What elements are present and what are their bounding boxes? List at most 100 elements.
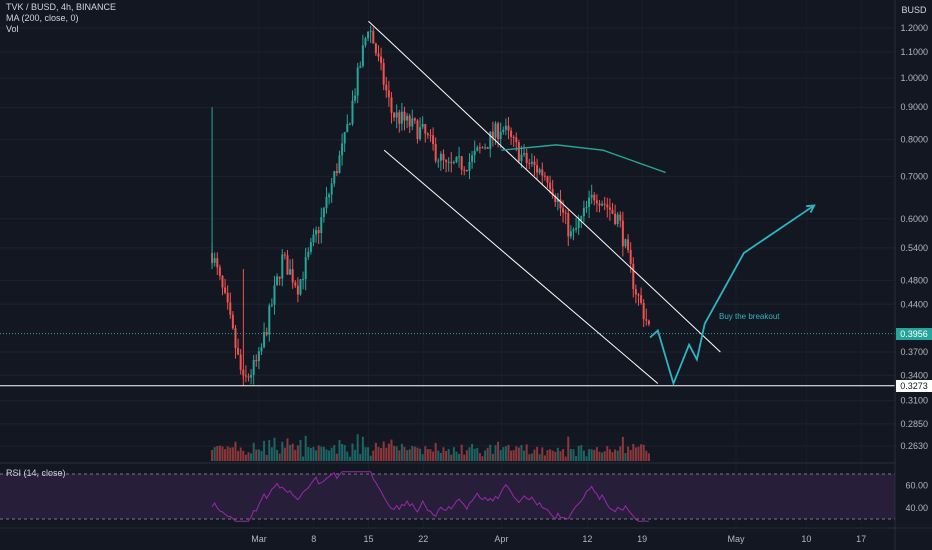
volume-bar bbox=[629, 449, 632, 461]
overlays bbox=[0, 20, 895, 387]
volume-bar bbox=[374, 442, 377, 461]
candle-body bbox=[546, 176, 549, 183]
volume-bar bbox=[276, 449, 279, 461]
support-price-tag: 0.3273 bbox=[896, 380, 932, 392]
volume-bar bbox=[463, 454, 466, 461]
volume-bar bbox=[627, 446, 630, 461]
y-tick-label: 0.3700 bbox=[900, 347, 928, 357]
y-tick-label: 0.9000 bbox=[900, 102, 928, 112]
candle-body bbox=[325, 197, 328, 209]
volume-bar bbox=[551, 450, 554, 461]
candles bbox=[211, 25, 650, 386]
y-tick-label: 0.6000 bbox=[900, 214, 928, 224]
ma-legend: MA (200, close, 0) bbox=[6, 13, 79, 23]
candle-body bbox=[559, 199, 562, 209]
candle-body bbox=[499, 131, 502, 140]
volume-bar bbox=[606, 446, 609, 461]
candle-body bbox=[484, 147, 487, 149]
candle-body bbox=[614, 213, 617, 225]
y-tick-label: 0.5400 bbox=[900, 243, 928, 253]
volume-bar bbox=[647, 453, 650, 461]
candle-body bbox=[398, 112, 401, 124]
volume-bar bbox=[608, 449, 611, 461]
candle-body bbox=[276, 276, 279, 286]
x-tick-label: 19 bbox=[637, 534, 647, 544]
volume-bar bbox=[299, 439, 302, 461]
volume-bar bbox=[452, 447, 455, 461]
candle-body bbox=[307, 251, 310, 258]
candle-body bbox=[611, 209, 614, 214]
y-tick-label: 0.3100 bbox=[900, 396, 928, 406]
candle-body bbox=[309, 242, 312, 252]
candle-body bbox=[312, 234, 315, 243]
candle-body bbox=[619, 214, 622, 221]
candle-body bbox=[588, 197, 591, 208]
volume-bar bbox=[577, 445, 580, 461]
candle-body bbox=[424, 124, 427, 134]
volume-bar bbox=[497, 441, 500, 461]
volume-bar bbox=[588, 449, 591, 461]
candle-body bbox=[289, 269, 292, 275]
candle-body bbox=[463, 169, 466, 171]
candle-body bbox=[395, 112, 398, 118]
candle-body bbox=[536, 165, 539, 173]
volume-bar bbox=[504, 446, 507, 461]
volume-bar bbox=[242, 450, 245, 461]
candle-body bbox=[582, 207, 585, 217]
volume-bar bbox=[328, 450, 331, 461]
candle-body bbox=[543, 175, 546, 177]
volume-bar bbox=[393, 445, 396, 461]
volume-bar bbox=[569, 448, 572, 461]
candle-body bbox=[556, 199, 559, 202]
volume-bar bbox=[543, 455, 546, 461]
volume-legend: Vol bbox=[6, 24, 19, 34]
volume-bar bbox=[351, 443, 354, 461]
candle-body bbox=[268, 305, 271, 335]
x-tick-label: 10 bbox=[801, 534, 811, 544]
volume-bar bbox=[406, 450, 409, 461]
x-tick-label: 22 bbox=[418, 534, 428, 544]
rsi-pane bbox=[0, 471, 895, 522]
volume-bar bbox=[473, 448, 476, 461]
volume-bar bbox=[372, 450, 375, 461]
volume-bar bbox=[304, 435, 307, 461]
candle-body bbox=[294, 282, 297, 286]
candle-body bbox=[218, 267, 221, 276]
candle-body bbox=[523, 152, 526, 155]
volume-bar bbox=[369, 455, 372, 461]
volume-bar bbox=[221, 446, 224, 461]
volume-bar bbox=[255, 449, 258, 461]
volume-bar bbox=[330, 447, 333, 461]
candle-body bbox=[432, 135, 435, 145]
grid bbox=[0, 27, 895, 447]
volume-bar bbox=[237, 451, 240, 461]
rsi-tick-label: 40.00 bbox=[905, 503, 928, 513]
volume-bar bbox=[338, 440, 341, 461]
volume-bar bbox=[546, 450, 549, 461]
candle-body bbox=[320, 217, 323, 234]
candle-body bbox=[458, 156, 461, 158]
candle-body bbox=[471, 155, 474, 162]
candle-body bbox=[406, 115, 409, 121]
volume-bar bbox=[400, 443, 403, 461]
candle-body bbox=[413, 118, 416, 121]
volume-bar bbox=[439, 452, 442, 461]
volume-bar bbox=[465, 450, 468, 461]
volume-bar bbox=[554, 451, 557, 461]
volume-bar bbox=[580, 445, 583, 461]
volume-bar bbox=[390, 439, 393, 461]
rsi-tick-label: 60.00 bbox=[905, 480, 928, 490]
rsi-line bbox=[211, 471, 649, 522]
volume-bar bbox=[481, 456, 484, 461]
volume-bar bbox=[595, 447, 598, 461]
y-tick-label: 0.7000 bbox=[900, 171, 928, 181]
candle-body bbox=[270, 304, 273, 306]
volume-bar bbox=[476, 447, 479, 461]
volume-bar bbox=[585, 456, 588, 461]
x-tick-label: 12 bbox=[582, 534, 592, 544]
candle-body bbox=[299, 279, 302, 295]
candle-body bbox=[640, 295, 643, 303]
candle-body bbox=[637, 294, 640, 296]
candle-body bbox=[372, 30, 375, 44]
